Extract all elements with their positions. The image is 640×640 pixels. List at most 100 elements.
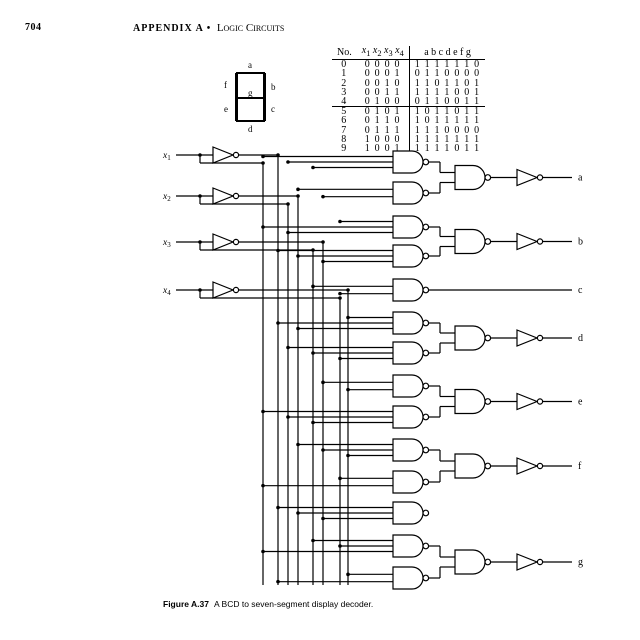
output-inverter-a xyxy=(516,168,539,187)
row-segments: 1 1 1 0 0 0 0 xyxy=(408,125,486,135)
segment-label-a: a xyxy=(248,60,252,70)
output-label-c: c xyxy=(578,285,583,296)
output-nand-gate-d xyxy=(454,325,486,351)
segment-label-f: f xyxy=(224,80,227,90)
nand-gate-4 xyxy=(392,244,424,268)
row-inputs: 0 1 1 0 xyxy=(364,115,401,127)
running-head: APPENDIX A • Logic Circuits xyxy=(133,22,284,34)
nand-gate-12 xyxy=(392,501,424,525)
inversion-bubble xyxy=(484,558,492,566)
row-inputs: 1 0 0 1 xyxy=(364,143,401,155)
segment-label-g: g xyxy=(248,88,253,98)
row-number: 7 xyxy=(341,124,348,136)
output-nand-gate-a xyxy=(454,164,486,191)
junction-dot xyxy=(286,345,290,350)
row-number: 5 xyxy=(341,106,348,118)
nand-gate-8 xyxy=(392,374,424,398)
junction-dot xyxy=(311,420,315,425)
segment-c xyxy=(263,98,266,121)
row-segments: 1 1 1 1 0 0 1 xyxy=(408,87,486,97)
junction-dot xyxy=(338,356,342,361)
segment-d xyxy=(236,120,265,122)
row-inputs: 0 1 1 1 xyxy=(364,124,401,136)
junction-dot xyxy=(321,516,325,521)
row-segments: 1 1 1 1 1 1 1 xyxy=(408,134,486,144)
column-header-no: No. xyxy=(332,46,357,61)
inversion-bubble xyxy=(484,174,492,181)
inversion-bubble xyxy=(422,158,430,166)
nand-gate-9 xyxy=(392,405,424,429)
inversion-bubble xyxy=(422,319,430,327)
row-number: 9 xyxy=(341,143,348,155)
row-number: 1 xyxy=(341,68,348,80)
segment-label-b: b xyxy=(271,82,276,92)
output-inverter-b xyxy=(516,232,539,251)
inversion-bubble xyxy=(422,286,430,294)
output-nand-gate-b xyxy=(454,228,486,255)
input-inverter-x3 xyxy=(212,233,235,251)
table-row: 1 0 0 0 1 0 1 1 0 0 0 0 xyxy=(332,68,486,80)
inversion-bubble xyxy=(422,446,430,454)
figure-number: Figure A.37 xyxy=(163,599,209,609)
inversion-bubble xyxy=(422,189,430,197)
junction-dot xyxy=(286,230,290,235)
row-number: 4 xyxy=(341,96,348,108)
figure-caption: Figure A.37 A BCD to seven-segment displa… xyxy=(163,599,373,609)
row-number: 0 xyxy=(341,59,348,71)
junction-dot xyxy=(296,511,300,515)
output-label-e: e xyxy=(578,397,583,408)
nand-gate-7 xyxy=(392,341,424,365)
inversion-bubble xyxy=(422,509,430,517)
row-inputs: 0 0 0 1 xyxy=(364,68,401,80)
junction-dot xyxy=(321,194,325,199)
running-head-bullet: • xyxy=(206,23,212,34)
segment-a xyxy=(236,72,265,74)
junction-dot xyxy=(321,448,325,452)
junction-dot xyxy=(276,505,280,510)
inversion-bubble xyxy=(422,223,430,231)
junction-dot xyxy=(311,165,315,170)
nand-gate-5 xyxy=(392,278,424,302)
table-row: 9 1 0 0 1 1 1 1 1 0 1 1 xyxy=(332,143,486,155)
inversion-bubble xyxy=(232,286,240,294)
nand-gate-1 xyxy=(392,150,424,174)
segment-b xyxy=(263,73,266,98)
inversion-bubble xyxy=(422,382,430,390)
input-label-subscript: 4 xyxy=(167,289,171,297)
inversion-bubble xyxy=(232,238,240,246)
inversion-bubble xyxy=(536,238,544,245)
input-label-subscript: 3 xyxy=(167,241,171,249)
junction-dot xyxy=(338,219,342,224)
row-segments: 1 1 1 1 0 1 1 xyxy=(408,143,486,154)
input-label-x3: x3 xyxy=(162,238,171,249)
output-inverter-g xyxy=(516,553,539,571)
row-number: 8 xyxy=(341,133,348,145)
inversion-bubble xyxy=(232,151,240,159)
nand-gate-3 xyxy=(392,215,424,239)
junction-dot xyxy=(338,544,342,548)
inversion-bubble xyxy=(422,252,430,260)
junction-dot xyxy=(286,415,290,419)
junction-dot xyxy=(296,187,300,192)
inversion-bubble xyxy=(484,334,492,342)
junction-dot xyxy=(311,284,315,289)
input-label-x4: x4 xyxy=(162,286,171,297)
inversion-bubble xyxy=(422,574,430,582)
column-header-inputs: x1 x2 x3 x4 xyxy=(356,46,410,61)
column-header-segments: a b c d e f g xyxy=(408,46,486,61)
inversion-bubble xyxy=(422,478,430,486)
junction-dot xyxy=(296,442,300,447)
inversion-bubble xyxy=(422,349,430,357)
junction-dot xyxy=(261,549,265,554)
output-label-d: d xyxy=(578,333,583,344)
junction-dot xyxy=(286,160,290,164)
row-segments: 0 1 1 0 0 1 1 xyxy=(408,97,486,107)
nand-gate-6 xyxy=(392,311,424,335)
junction-dot xyxy=(311,351,315,355)
row-number: 2 xyxy=(341,77,348,89)
segment-label-e: e xyxy=(224,104,228,114)
input-label-subscript: 1 xyxy=(167,154,171,162)
output-label-g: g xyxy=(578,557,583,568)
input-inverter-x1 xyxy=(212,146,235,164)
input-label-x2: x2 xyxy=(162,192,171,203)
